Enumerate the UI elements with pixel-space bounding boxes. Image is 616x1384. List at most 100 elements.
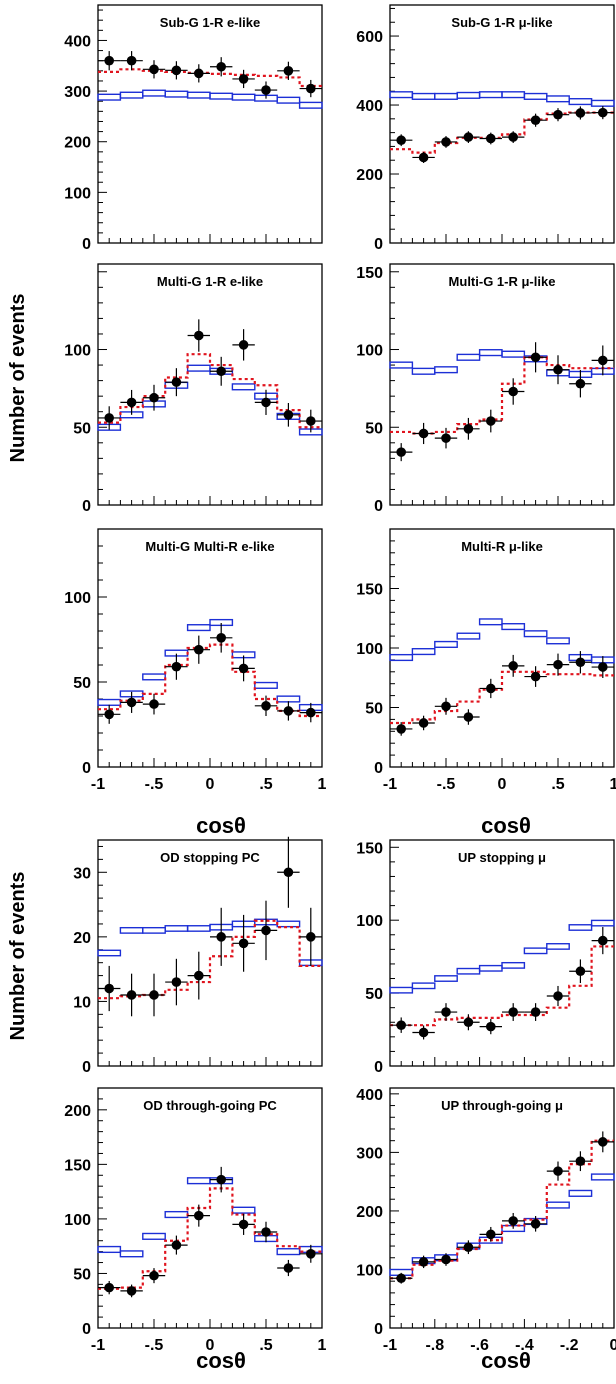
data-marker <box>396 724 407 734</box>
panel-frame <box>97 4 323 244</box>
data-point <box>165 1235 188 1255</box>
data-marker <box>598 107 608 118</box>
data-marker <box>486 416 496 426</box>
data-point <box>187 951 210 1000</box>
data-marker <box>553 109 563 120</box>
y-tick-label: 0 <box>374 1321 383 1338</box>
panel-title: Multi-R μ-like <box>461 539 543 554</box>
data-point <box>546 1161 570 1181</box>
data-point <box>142 384 166 411</box>
y-tick-label: 600 <box>356 29 383 46</box>
data-marker <box>149 392 159 403</box>
data-point <box>277 836 300 908</box>
null-mc-bin <box>119 91 144 99</box>
data-marker <box>283 66 294 76</box>
panel-frame <box>389 4 615 244</box>
data-point <box>457 1014 480 1031</box>
data-marker <box>306 707 316 718</box>
data-point <box>254 389 278 415</box>
oscillated-mc-histogram <box>98 919 322 1000</box>
data-point <box>98 51 121 71</box>
y-tick-label: 400 <box>356 98 383 115</box>
data-marker <box>598 1137 608 1147</box>
data-point <box>524 1216 547 1232</box>
null-mc-bin <box>231 383 256 391</box>
y-tick-label: 20 <box>73 930 91 947</box>
data-marker <box>104 55 114 66</box>
data-marker <box>486 683 496 694</box>
data-point <box>524 113 547 127</box>
data-point <box>254 900 278 961</box>
null-mc-bin <box>501 961 526 969</box>
data-marker <box>194 68 204 79</box>
null-mc-bin <box>478 964 503 972</box>
data-point <box>210 1166 233 1193</box>
x-axis-label: cosθ <box>481 813 531 838</box>
x-tick-label: -.4 <box>515 1337 534 1354</box>
x-tick-label: -.5 <box>145 1337 164 1354</box>
null-mc-bin <box>501 91 526 99</box>
null-mc-bin <box>501 623 526 631</box>
null-mc-bin <box>478 91 503 99</box>
y-tick-label: 0 <box>82 236 91 253</box>
null-mc-bin <box>523 947 548 955</box>
data-marker <box>418 1257 429 1267</box>
y-tick-label: 150 <box>356 840 383 857</box>
data-point <box>502 378 525 405</box>
data-marker <box>194 970 204 981</box>
data-point <box>299 907 322 966</box>
panel-frame <box>97 528 323 768</box>
data-marker <box>216 366 226 377</box>
panel-title: Sub-G 1-R μ-like <box>451 15 552 30</box>
panel-2: 0 200 400 600 Sub-G 1-R μ-like <box>356 4 615 253</box>
x-tick-label: -.2 <box>560 1337 579 1354</box>
data-marker <box>261 925 271 936</box>
data-marker <box>194 644 204 655</box>
y-tick-label: 100 <box>356 1262 383 1279</box>
data-marker <box>216 633 226 643</box>
data-marker <box>553 659 563 670</box>
panel-title: Multi-G Multi-R e-like <box>145 539 274 554</box>
y-tick-label: 150 <box>356 582 383 599</box>
data-point <box>412 422 435 445</box>
y-tick-label: 300 <box>356 1145 383 1162</box>
data-marker <box>171 377 182 387</box>
data-marker <box>598 662 608 672</box>
null-mc-bin <box>254 681 278 689</box>
data-point <box>412 1025 435 1040</box>
data-marker <box>508 132 518 142</box>
oscillated-mc-histogram <box>390 670 614 725</box>
panel-title: UP through-going μ <box>441 1098 563 1113</box>
data-point <box>165 653 188 680</box>
data-marker <box>238 663 249 674</box>
data-marker <box>463 424 474 434</box>
null-mc-bin <box>456 353 481 361</box>
data-marker <box>171 661 182 672</box>
data-marker <box>396 447 407 457</box>
null-mc-bin <box>456 632 481 640</box>
data-marker <box>306 83 316 94</box>
null-mc-bin <box>142 926 166 934</box>
y-tick-label: 30 <box>73 865 91 882</box>
data-marker <box>575 378 586 389</box>
y-tick-label: 0 <box>374 760 383 777</box>
panel-title: UP stopping μ <box>458 850 546 865</box>
null-mc-bin <box>523 92 548 100</box>
null-mc-bin <box>389 986 414 994</box>
data-point <box>546 355 570 385</box>
y-axis-label: Number of events <box>7 872 29 1041</box>
data-marker <box>463 1017 474 1028</box>
y-tick-label: 0 <box>82 760 91 777</box>
y-tick-label: 100 <box>356 641 383 658</box>
null-mc-bin <box>568 924 593 931</box>
data-point <box>210 907 233 966</box>
data-point <box>479 1226 502 1242</box>
data-point <box>187 635 210 664</box>
data-point <box>457 131 480 143</box>
data-marker <box>441 137 451 147</box>
data-marker <box>553 364 563 375</box>
data-point <box>569 959 592 984</box>
x-tick-label: 1 <box>318 776 327 793</box>
x-tick-label: 0 <box>206 1337 215 1354</box>
data-point <box>434 427 458 449</box>
